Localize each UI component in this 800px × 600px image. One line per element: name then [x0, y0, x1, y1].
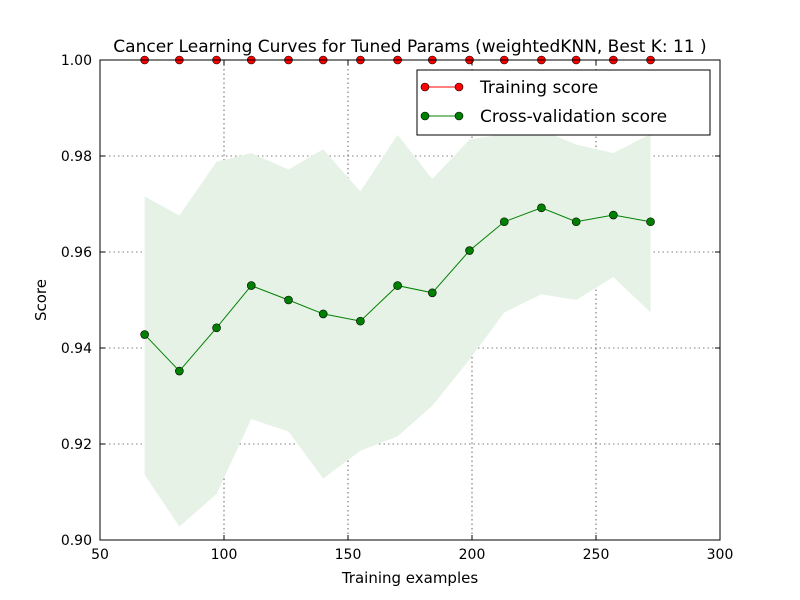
cv-std-band — [144, 130, 651, 527]
x-tick-label: 50 — [91, 547, 109, 563]
cv-score-point — [609, 210, 618, 220]
plot-frame — [99, 59, 721, 541]
x-tick-label: 300 — [707, 547, 734, 563]
legend-marker-cv-left — [420, 111, 430, 121]
legend-marker-training-right — [454, 82, 464, 92]
cv-score-point — [537, 203, 546, 213]
cv-band-layer — [144, 130, 651, 527]
cv-score-point — [246, 281, 256, 290]
legend: Training score Cross-validation score — [416, 69, 711, 136]
legend-label-cv: Cross-validation score — [480, 107, 667, 127]
y-tick-label: 0.98 — [61, 149, 92, 165]
cv-score-point — [212, 323, 221, 333]
y-tick-label: 0.90 — [61, 533, 92, 549]
x-axis-label: Training examples — [341, 569, 479, 587]
y-tick-label: 0.92 — [61, 437, 92, 453]
legend-box — [416, 69, 711, 136]
cv-score-point — [428, 288, 437, 298]
cv-score-point — [393, 281, 402, 290]
x-tick-label: 100 — [211, 547, 238, 563]
y-tick-label: 1.00 — [61, 53, 92, 69]
cv-score-point — [356, 316, 365, 326]
legend-marker-training-left — [420, 82, 430, 92]
cv-score-point — [140, 330, 149, 339]
y-axis-label: Score — [32, 279, 50, 321]
x-tick-label: 150 — [335, 547, 362, 563]
legend-label-training: Training score — [479, 78, 598, 98]
legend-marker-cv-right — [454, 111, 464, 121]
cv-score-point — [499, 217, 509, 227]
cv-score-point — [318, 309, 328, 319]
cv-score-point — [175, 366, 184, 376]
x-tick-label: 250 — [583, 547, 610, 563]
cv-score-point — [571, 217, 581, 227]
cv-score-point — [646, 217, 655, 227]
axis-ticks: 50 100 150 200 250 300 0.90 0.92 0.94 0.96 0.98 1.0… — [61, 53, 734, 563]
cv-score-point — [284, 295, 293, 305]
x-tick-label: 200 — [459, 547, 486, 563]
y-tick-label: 0.96 — [61, 245, 92, 261]
y-tick-label: 0.94 — [61, 341, 92, 357]
cv-score-point — [465, 246, 474, 255]
chart-title: Cancer Learning Curves for Tuned Params … — [113, 37, 706, 57]
